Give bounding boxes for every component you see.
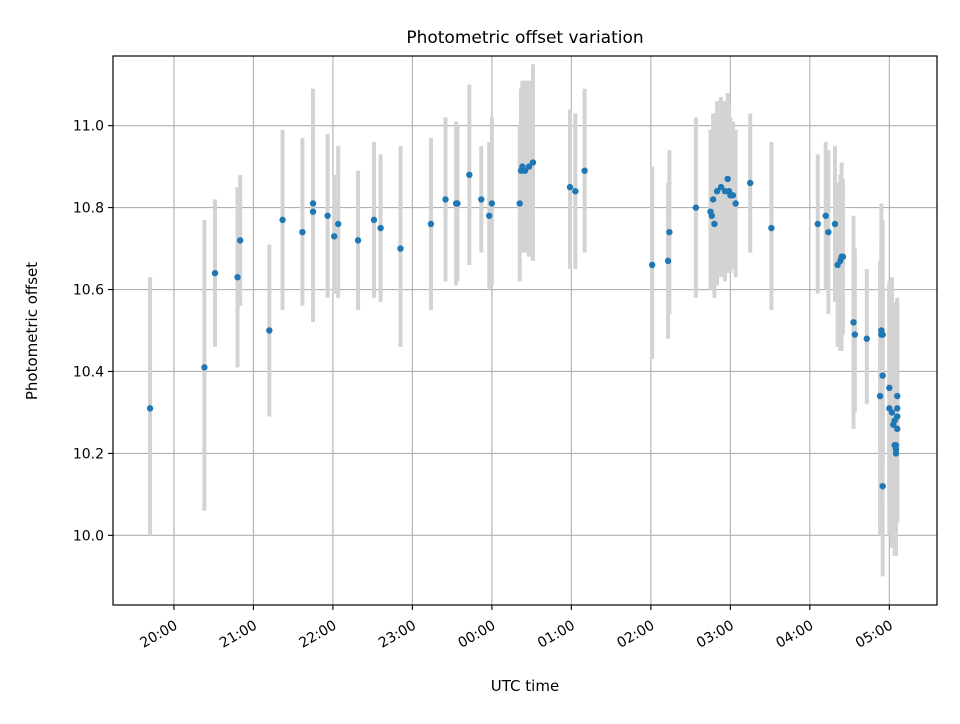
data-point — [711, 220, 718, 228]
x-axis-label: UTC time — [491, 677, 559, 695]
data-point — [516, 200, 523, 207]
y-tick-label: 11.0 — [73, 119, 104, 135]
data-point — [863, 335, 870, 342]
data-point — [894, 392, 901, 400]
data-point — [839, 253, 847, 260]
data-point — [211, 269, 219, 277]
data-point — [886, 384, 893, 392]
data-point — [888, 409, 896, 416]
data-point — [442, 196, 449, 203]
data-point — [236, 237, 244, 244]
data-point — [309, 200, 317, 207]
y-tick-label: 10.4 — [73, 364, 104, 380]
data-point — [377, 224, 384, 232]
y-tick-label: 10.0 — [73, 528, 104, 544]
y-axis-ticks: 10.0 10.2 10.4 10.6 10.8 11.0 — [73, 119, 113, 544]
data-point — [729, 192, 737, 199]
data-point — [581, 167, 588, 174]
data-point — [525, 163, 533, 170]
data-point — [850, 319, 857, 326]
data-point — [486, 212, 493, 219]
data-point — [717, 183, 725, 191]
data-point — [427, 220, 435, 228]
data-point — [146, 405, 154, 412]
y-tick-label: 10.8 — [73, 201, 104, 217]
data-point — [234, 274, 241, 281]
data-point — [822, 212, 829, 219]
data-point — [279, 216, 286, 224]
data-point — [331, 233, 338, 240]
data-point — [454, 200, 461, 207]
data-point — [894, 413, 901, 420]
data-point — [354, 237, 362, 244]
data-point — [324, 212, 331, 219]
chart-title: Photometric offset variation — [406, 28, 643, 48]
data-point — [466, 171, 473, 179]
data-point — [299, 228, 306, 236]
data-point — [309, 208, 317, 215]
data-point — [708, 212, 715, 219]
data-point — [876, 392, 884, 400]
data-point — [478, 196, 485, 203]
plot-frame — [112, 55, 938, 606]
data-point — [529, 159, 537, 166]
data-point — [732, 200, 739, 207]
data-point — [266, 327, 273, 334]
data-point — [521, 167, 529, 174]
data-point — [566, 183, 574, 191]
data-point — [370, 216, 378, 224]
data-point — [831, 220, 839, 228]
y-tick-label: 10.6 — [73, 283, 104, 299]
data-point — [768, 224, 775, 232]
data-point — [709, 196, 717, 203]
data-point — [666, 228, 673, 236]
data-point — [692, 204, 700, 211]
data-point — [851, 331, 859, 338]
data-point — [572, 188, 579, 195]
data-point — [747, 179, 754, 187]
data-point — [335, 220, 342, 228]
data-point — [814, 220, 821, 228]
data-point — [488, 200, 496, 207]
data-point — [724, 175, 731, 183]
data-point — [397, 245, 404, 252]
y-axis-label: Photometric offset — [23, 262, 41, 400]
data-point — [713, 188, 721, 195]
data-points — [146, 159, 901, 490]
y-tick-label: 10.2 — [73, 446, 104, 462]
data-point — [648, 261, 656, 269]
data-point — [825, 228, 832, 236]
data-point — [879, 331, 886, 338]
data-point — [892, 450, 900, 457]
data-point — [894, 425, 901, 433]
data-point — [879, 482, 886, 490]
data-point — [201, 364, 208, 371]
data-point — [664, 257, 672, 265]
data-point — [879, 372, 886, 379]
data-point — [894, 405, 901, 412]
